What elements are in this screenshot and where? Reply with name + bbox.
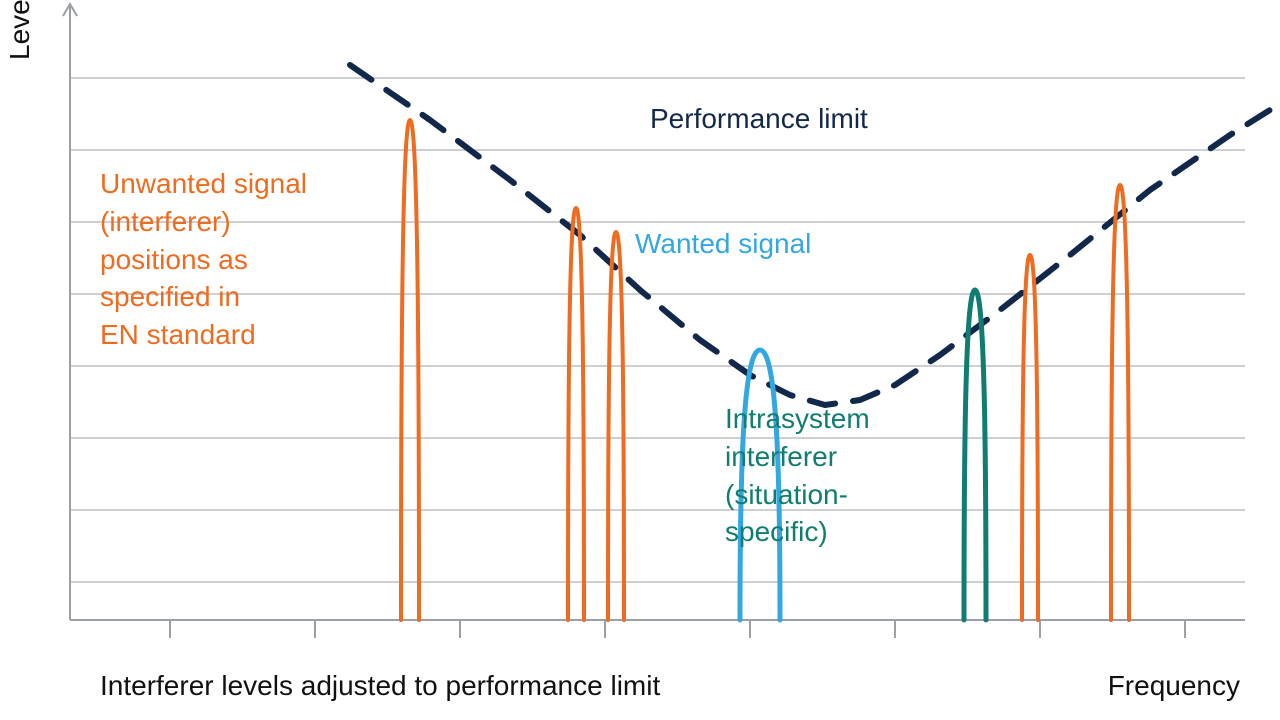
performance-limit-label: Performance limit <box>650 100 868 138</box>
wanted-signal-label: Wanted signal <box>635 225 811 263</box>
intrasystem-label: Intrasystem interferer (situation- speci… <box>725 400 870 551</box>
signal-interferer-1 <box>401 120 419 620</box>
y-axis-label: Level <box>4 0 36 60</box>
signal-interferer-5 <box>1111 185 1129 620</box>
signal-intrasystem <box>964 290 986 620</box>
signal-interferer-2 <box>568 208 584 620</box>
chart-svg <box>0 0 1280 720</box>
x-axis-label-right: Frequency <box>1108 670 1240 702</box>
unwanted-signal-label: Unwanted signal (interferer) positions a… <box>100 165 307 354</box>
signal-diagram: Level Frequency Interferer levels adjust… <box>0 0 1280 720</box>
x-axis-label-left: Interferer levels adjusted to performanc… <box>100 670 660 702</box>
signal-interferer-3 <box>608 232 624 620</box>
